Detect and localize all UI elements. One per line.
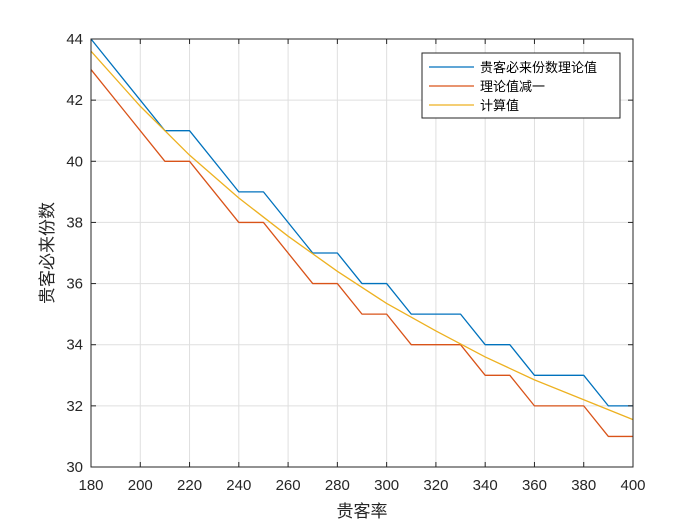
x-tick-label: 360 xyxy=(522,477,547,494)
y-tick-label: 42 xyxy=(66,92,83,109)
y-tick-label: 30 xyxy=(66,459,83,476)
x-tick-labels: 180 200 220 240 260 280 300 320 340 360 380 400 xyxy=(78,477,645,494)
x-tick-label: 400 xyxy=(620,477,645,494)
y-axis-title: 贵客必来份数 xyxy=(38,202,58,304)
series-lines xyxy=(90,38,634,438)
series-line-1 xyxy=(90,38,633,407)
x-tick-label: 240 xyxy=(226,477,251,494)
x-tick-label: 320 xyxy=(423,477,448,494)
y-tick-label: 38 xyxy=(66,214,83,231)
plot-frame xyxy=(90,38,634,468)
series-line-3 xyxy=(90,50,634,421)
y-tick-label: 32 xyxy=(66,398,83,415)
legend-label-1: 贵客必来份数理论值 xyxy=(480,60,597,76)
series-line-2 xyxy=(90,69,633,438)
axis-ticks xyxy=(90,38,634,468)
x-tick-label: 220 xyxy=(177,477,202,494)
y-tick-label: 44 xyxy=(66,31,83,48)
y-tick-label: 34 xyxy=(66,337,83,354)
x-tick-label: 380 xyxy=(571,477,596,494)
x-tick-label: 340 xyxy=(473,477,498,494)
x-tick-label: 200 xyxy=(128,477,153,494)
y-tick-label: 36 xyxy=(66,276,83,293)
y-tick-label: 40 xyxy=(66,153,83,170)
x-tick-label: 180 xyxy=(78,477,103,494)
legend-label-2: 理论值减一 xyxy=(480,79,545,95)
x-tick-label: 260 xyxy=(276,477,301,494)
y-tick-labels: 30 32 34 36 38 40 42 44 xyxy=(66,31,83,476)
x-tick-label: 300 xyxy=(374,477,399,494)
legend-label-3: 计算值 xyxy=(480,98,519,114)
x-axis-title: 贵客率 xyxy=(337,502,388,522)
x-tick-label: 280 xyxy=(325,477,350,494)
